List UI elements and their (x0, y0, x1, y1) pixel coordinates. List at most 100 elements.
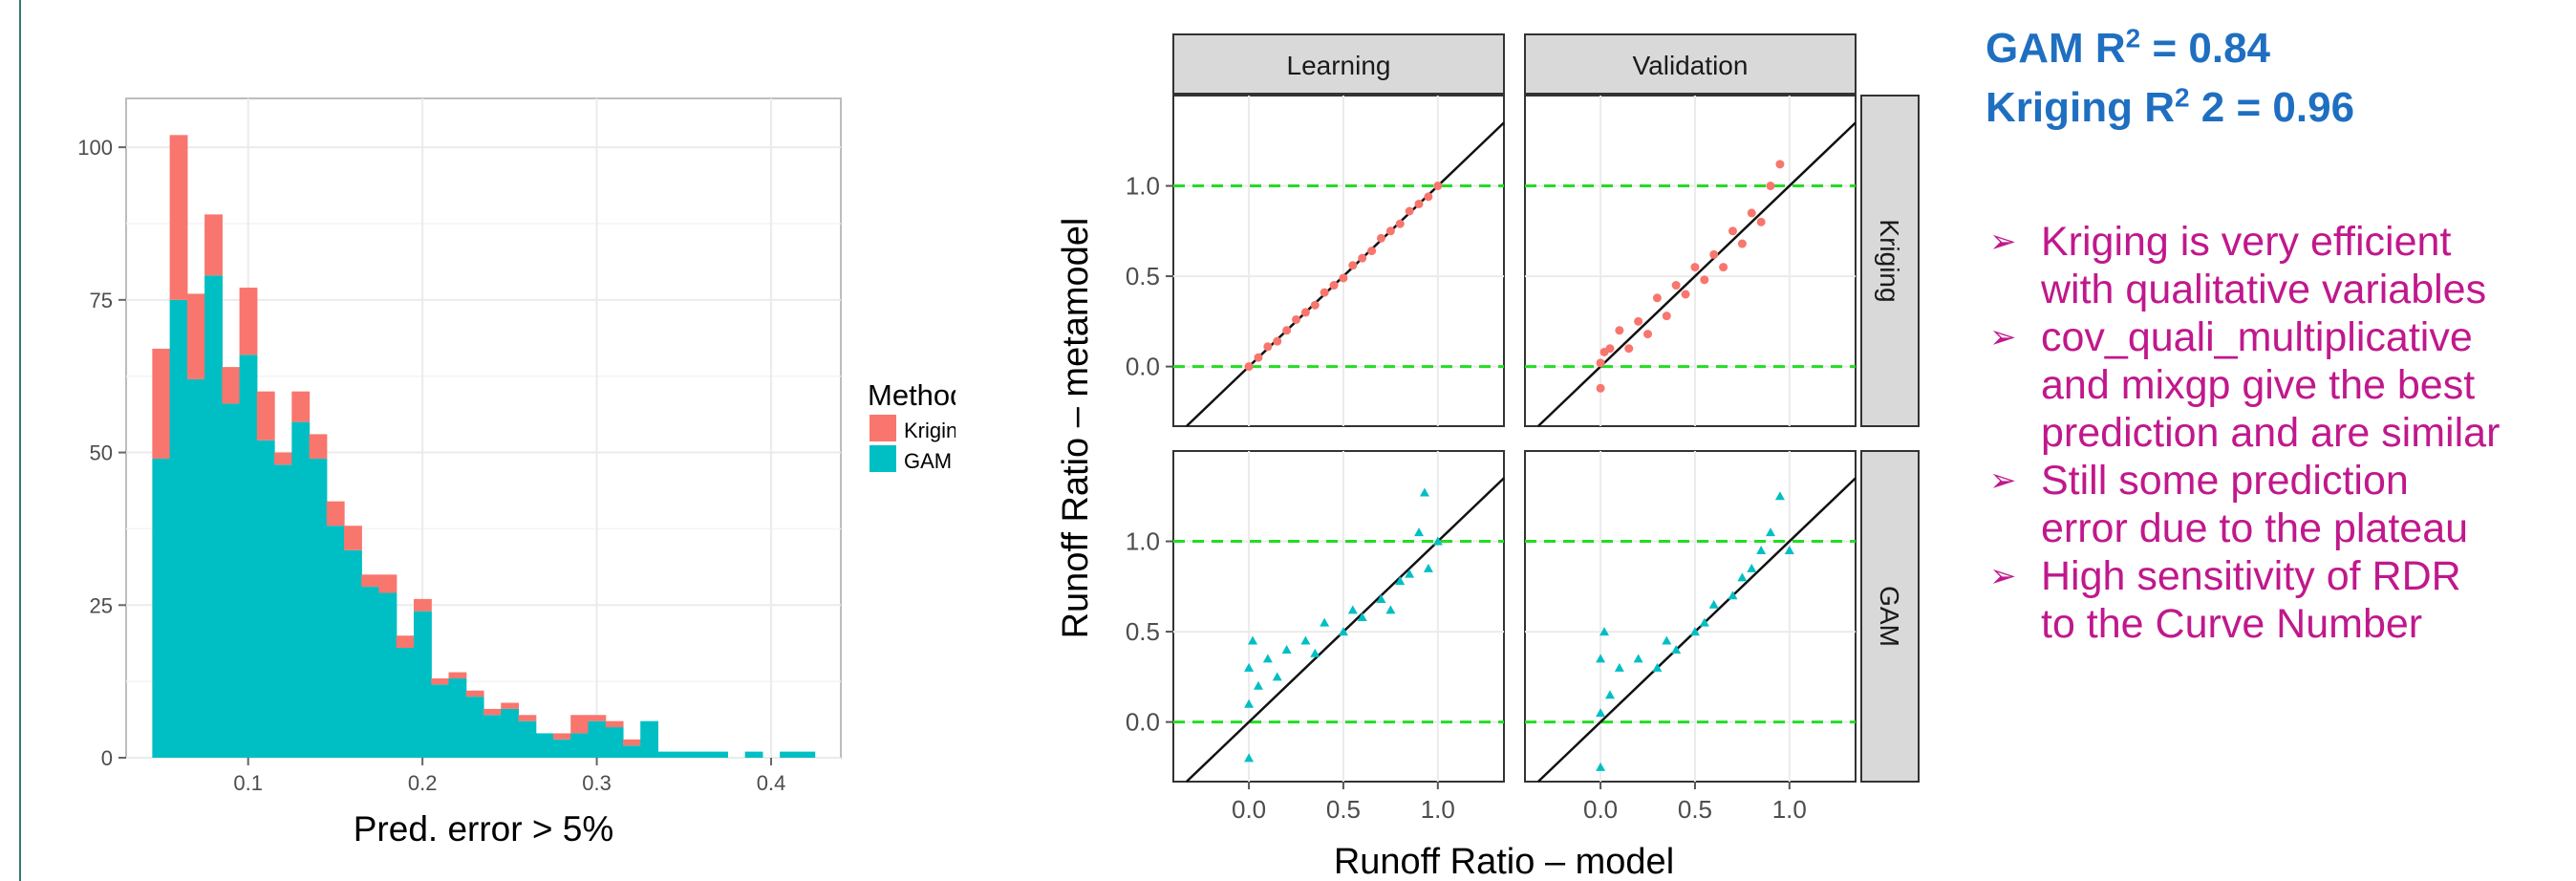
hist-bar-gam (483, 715, 502, 758)
facet-point (1254, 353, 1263, 362)
kriging-r2-line: Kriging R2 2 = 0.96 (1986, 78, 2354, 138)
facet-point (1339, 273, 1348, 283)
hist-bar-gam (675, 751, 694, 758)
gam-r2-prefix: GAM R (1986, 25, 2126, 72)
facet-y-tick-label: 0.0 (1126, 353, 1160, 381)
facet-point (1273, 336, 1282, 346)
hist-bar-gam (448, 677, 467, 758)
gam-r2-value: = 0.84 (2140, 25, 2271, 72)
facet-y-tick-label: 0.0 (1126, 708, 1160, 737)
hist-y-tick-label: 100 (77, 136, 113, 160)
facet-y-tick-label: 0.5 (1126, 262, 1160, 290)
stats-box: GAM R2 = 0.84 Kriging R2 2 = 0.96 (1986, 19, 2354, 138)
hist-bar-gam (291, 421, 311, 758)
facet-point (1282, 326, 1292, 335)
facet-point (1596, 708, 1606, 718)
facet-point (1634, 316, 1643, 326)
hist-bar-gam (657, 751, 676, 758)
hist-legend: Method Kriging GAM (868, 378, 955, 473)
facet-point (1357, 612, 1367, 621)
facet-panel (1524, 95, 1857, 427)
facet-point (1671, 281, 1681, 290)
hist-bar-kriging (169, 135, 188, 300)
facet-point (1395, 219, 1405, 228)
bullet-line: cov_quali_multiplicative (2041, 314, 2473, 360)
hist-bar-kriging (186, 293, 205, 379)
facet-point (1292, 314, 1301, 324)
bullet-line: Still some prediction (2041, 458, 2409, 504)
hist-bar-gam (274, 464, 292, 758)
hist-x-ticks: 0.1 0.2 0.3 0.4 (233, 758, 785, 795)
legend-swatch-gam (869, 445, 896, 472)
facet-x-tick-label: 0.0 (1232, 795, 1266, 824)
facet-point (1747, 208, 1756, 218)
facet-point (1300, 308, 1310, 317)
facet-point (1652, 662, 1663, 672)
facet-x-tick-label: 0.5 (1326, 795, 1361, 824)
facet-point (1414, 527, 1425, 537)
facet-y-title: Runoff Ratio – metamodel (1056, 218, 1096, 639)
hist-bar-gam (396, 648, 415, 758)
facet-point (1300, 635, 1311, 645)
facet-strip-label: GAM (1875, 586, 1904, 647)
facet-point (1310, 300, 1320, 310)
bullet-item: ➢ Kriging is very efficient with qualitati… (1986, 218, 2576, 313)
facet-point (1728, 591, 1738, 600)
hist-bar-kriging (152, 348, 171, 459)
facet-panel-bg (1172, 95, 1505, 427)
hist-bar-kriging (309, 434, 328, 459)
facet-point (1605, 344, 1615, 354)
hist-bar-gam (501, 708, 520, 758)
hist-bar-kriging (518, 715, 537, 721)
hist-bar-kriging (204, 214, 223, 276)
hist-bar-gam (780, 751, 798, 758)
facet-point (1747, 563, 1757, 572)
kriging-r2-prefix: Kriging R (1986, 84, 2175, 131)
hist-bar-kriging (239, 288, 258, 355)
facet-point (1633, 654, 1643, 663)
hist-bar-kriging (552, 733, 571, 740)
facet-x-tick-label: 1.0 (1772, 795, 1807, 824)
arrow-bullet-icon: ➢ (1989, 224, 2017, 260)
hist-bar-gam (414, 611, 432, 758)
hist-bar-gam (256, 440, 275, 758)
facet-x-title: Runoff Ratio – model (1334, 842, 1674, 881)
facet-point (1253, 680, 1263, 690)
facet-point (1424, 192, 1433, 202)
histogram-chart: 0 25 50 75 100 0.1 0.2 0.3 0.4 Pred. error > 5%… (77, 97, 955, 849)
hist-bar-gam (692, 751, 711, 758)
facet-point (1405, 569, 1415, 578)
facet-point (1671, 644, 1682, 654)
hist-bar-gam (622, 745, 641, 758)
bullet-line: with qualitative variables (2041, 267, 2487, 312)
hist-bar-gam (535, 733, 554, 758)
facet-point (1376, 233, 1385, 243)
facet-point (1643, 330, 1653, 339)
hist-bar-kriging (431, 677, 450, 685)
hist-bar-gam (361, 587, 380, 758)
facet-point (1414, 199, 1424, 208)
hist-bar-gam (378, 592, 397, 758)
facet-point (1310, 648, 1320, 657)
facet-point (1281, 644, 1292, 654)
facet-point (1385, 226, 1395, 236)
bullet-line: prediction and are similar (2041, 410, 2501, 456)
bullet-line: Kriging is very efficient (2041, 219, 2452, 265)
facet-y-tick-label: 0.5 (1126, 617, 1160, 646)
hist-bar-kriging (448, 672, 467, 678)
hist-bar-gam (797, 751, 816, 758)
hist-bar-gam (239, 355, 258, 758)
bullet-line: error due to the plateau (2041, 505, 2469, 551)
hist-bar-kriging (483, 708, 502, 716)
facet-panel: 0.0 0.5 1.0 0.0 0.5 1.0 (1126, 450, 1505, 824)
hist-x-tick-label: 0.4 (757, 771, 786, 795)
facet-point (1604, 690, 1615, 699)
facet-point (1433, 182, 1443, 191)
facet-point (1708, 599, 1719, 609)
facet-identity-line (1185, 477, 1505, 783)
hist-x-tick-label: 0.1 (233, 771, 263, 795)
facet-point (1596, 762, 1606, 771)
facet-point (1405, 206, 1414, 216)
facet-point (1737, 239, 1747, 248)
hist-bar-gam (344, 549, 362, 758)
